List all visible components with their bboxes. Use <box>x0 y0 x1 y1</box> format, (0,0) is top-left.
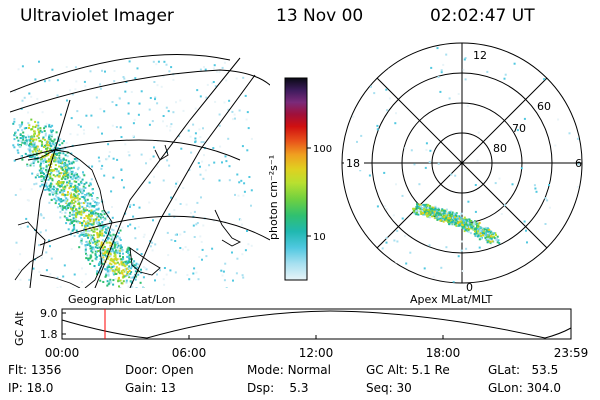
app-title: Ultraviolet Imager <box>20 6 174 26</box>
info-gc-alt-value: 5.1 Re <box>411 363 450 377</box>
info-dsp-value: 5.3 <box>289 381 309 395</box>
latitude-arcs <box>10 54 270 246</box>
colorbar <box>284 77 308 281</box>
time-tick-0000: 00:00 <box>45 346 80 360</box>
info-door-value: Open <box>161 363 194 377</box>
info-flt: Flt: 1356 <box>8 363 62 377</box>
mlt-label-12: 12 <box>473 49 487 62</box>
mlt-label-0: 0 <box>466 281 473 294</box>
mlt-label-6: 6 <box>575 157 582 170</box>
info-glat-value: 53.5 <box>531 363 559 377</box>
info-gc-alt: GC Alt: 5.1 Re <box>366 363 450 377</box>
altitude-y-title: GC Alt <box>13 311 26 346</box>
info-door: Door: Open <box>125 363 194 377</box>
info-mode-value: Normal <box>287 363 331 377</box>
info-glon-value: 304.0 <box>526 381 561 395</box>
geographic-map <box>10 54 270 288</box>
polar-plot: 12 18 6 0 60 70 80 <box>341 42 583 294</box>
time-tick-0600: 06:00 <box>172 346 207 360</box>
colorbar-label-10: 10 <box>313 232 326 243</box>
altitude-tick-1-8: 1.8 <box>40 328 58 341</box>
info-ip-value: 18.0 <box>26 381 54 395</box>
info-ip: IP: 18.0 <box>8 381 54 395</box>
info-glon: GLon: 304.0 <box>488 381 561 395</box>
altitude-curve <box>61 310 572 339</box>
info-seq: Seq: 30 <box>366 381 412 395</box>
lat-label-60: 60 <box>537 100 551 113</box>
mlt-label-18: 18 <box>346 157 360 170</box>
info-gain: Gain: 13 <box>125 381 176 395</box>
colorbar-unit-label: photon cm⁻²s⁻¹ <box>267 155 280 240</box>
time-label: 02:02:47 UT <box>430 6 535 26</box>
time-tick-1800: 18:00 <box>426 346 461 360</box>
coastline <box>14 144 242 288</box>
info-glat: GLat: 53.5 <box>488 363 559 377</box>
info-gain-value: 13 <box>160 381 176 395</box>
altitude-plot: 9.0 1.8 GC Alt 00:00 06:00 12:00 18:00 2… <box>13 307 588 360</box>
time-tick-2359: 23:59 <box>554 346 589 360</box>
aurora-speckle-left <box>12 60 253 288</box>
info-seq-value: 30 <box>396 381 412 395</box>
right-panel-caption: Apex MLat/MLT <box>410 293 493 306</box>
lat-label-70: 70 <box>512 122 526 135</box>
info-mode: Mode: Normal <box>247 363 331 377</box>
time-tick-1200: 12:00 <box>299 346 334 360</box>
info-dsp: Dsp: 5.3 <box>247 381 309 395</box>
aurora-oval <box>345 43 582 283</box>
lat-label-80: 80 <box>493 142 507 155</box>
date-label: 13 Nov 00 <box>276 6 364 26</box>
left-panel-caption: Geographic Lat/Lon <box>68 293 175 306</box>
polar-diagonal-2 <box>376 77 548 249</box>
altitude-tick-9: 9.0 <box>40 307 58 320</box>
altitude-plot-frame <box>61 308 572 340</box>
info-flt-value: 1356 <box>30 363 62 377</box>
colorbar-label-100: 100 <box>313 144 332 155</box>
